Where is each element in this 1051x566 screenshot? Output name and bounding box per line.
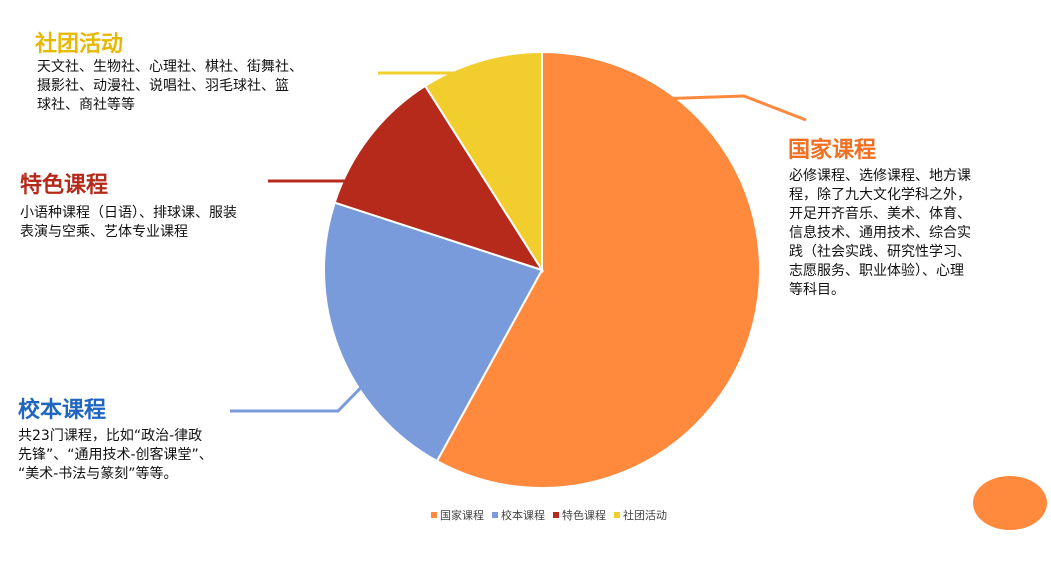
legend-swatch [431,512,437,518]
chart-legend: 国家课程 校本课程 特色课程 社团活动 [431,507,667,523]
annotation-title-special: 特色课程 [20,173,109,198]
legend-swatch [492,512,498,518]
annotation-line: 信息技术、通用技术、综合实 [789,225,971,241]
annotation-line: 开足开齐音乐、美术、体育、 [789,206,971,222]
annotation-line: 共23门课程，比如“政治-律政 [18,428,203,444]
decorative-ellipse [973,476,1047,530]
annotation-desc-club: 天文社、生物社、心理社、棋社、街舞社、 摄影社、动漫社、说唱社、羽毛球社、篮 球… [37,58,303,115]
annotation-title-national: 国家课程 [788,138,877,163]
legend-item-national: 国家课程 [431,507,484,523]
annotation-line: 程，除了九大文化学科之外， [789,187,971,203]
legend-swatch [614,512,620,518]
legend-label: 国家课程 [440,509,484,522]
legend-label: 校本课程 [501,509,545,522]
pie-slice-club [423,50,543,274]
pie-slices [323,50,762,489]
pie-slice-national [435,50,762,489]
annotation-line: 志愿服务、职业体验）、心理 [789,263,964,279]
annotation-desc-school: 共23门课程，比如“政治-律政 先锋”、“通用技术-创客课堂”、 “美术-书法与… [18,427,213,484]
annotation-desc-special: 小语种课程（日语）、排球课、服装 表演与空乘、艺体专业课程 [20,204,237,242]
annotation-line: 先锋”、“通用技术-创客课堂”、 [18,447,213,463]
leader-line-national [654,94,807,122]
legend-item-school: 校本课程 [492,507,545,523]
legend-item-club: 社团活动 [614,507,667,523]
annotation-line: 等科目。 [789,282,845,298]
legend-swatch [553,512,559,518]
legend-label: 社团活动 [623,509,667,522]
legend-item-special: 特色课程 [553,507,606,523]
annotation-line: 表演与空乘、艺体专业课程 [20,224,188,240]
annotation-line: 摄影社、动漫社、说唱社、羽毛球社、篮 [37,78,289,94]
annotation-line: 球社、商社等等 [37,97,135,113]
legend-label: 特色课程 [562,509,606,522]
leader-lines [230,71,807,413]
annotation-line: 践（社会实践、研究性学习、 [789,244,971,260]
annotation-desc-national: 必修课程、选修课程、地方课 程，除了九大文化学科之外， 开足开齐音乐、美术、体育… [789,167,971,300]
annotation-title-club: 社团活动 [35,32,124,57]
leader-line-school [230,360,388,413]
annotation-title-school: 校本课程 [18,398,107,423]
annotation-line: “美术-书法与篆刻”等等。 [18,466,178,482]
annotation-line: 天文社、生物社、心理社、棋社、街舞社、 [37,59,303,75]
annotation-line: 必修课程、选修课程、地方课 [789,168,971,184]
annotation-line: 小语种课程（日语）、排球课、服装 [20,205,237,221]
pie-slice-special [333,84,545,272]
pie-slice-school [323,201,544,463]
